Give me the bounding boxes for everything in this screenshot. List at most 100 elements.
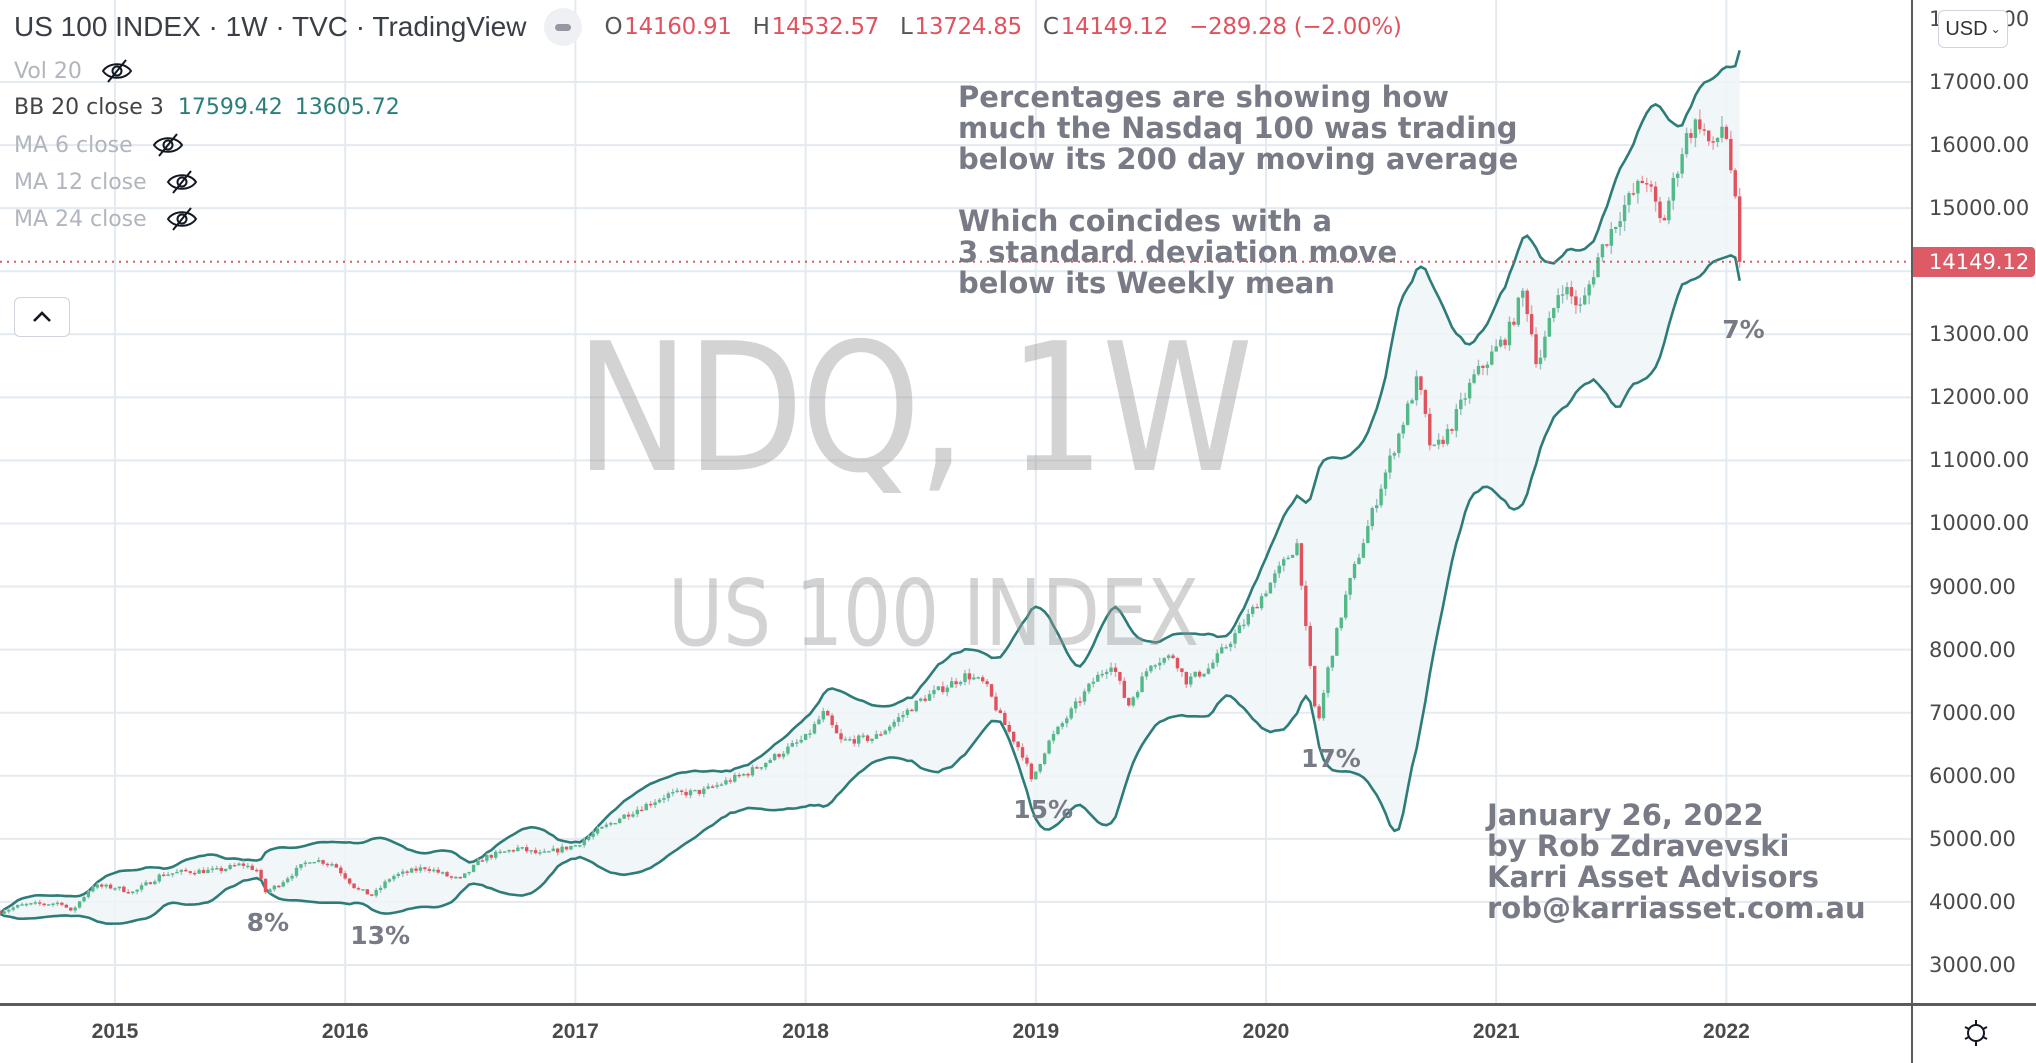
candle [0,908,2,915]
candle-body [1335,628,1339,656]
candle-body [617,818,622,824]
indicator-label: BB 20 close 3 [14,95,164,120]
candle-body [648,803,653,806]
candle-body [157,874,161,882]
candle [46,903,51,906]
candle [2,909,7,916]
candle-body [1180,668,1184,672]
candle-body [936,686,941,690]
candle [1193,671,1197,678]
candle-body [927,694,932,701]
candle [153,879,157,885]
eye-hidden-icon[interactable] [151,132,185,158]
indicator-row[interactable]: Vol 20 [14,58,134,84]
hide-series-button[interactable] [544,8,583,46]
candle [299,864,303,871]
eye-hidden-icon[interactable] [165,206,199,232]
symbol-title[interactable]: US 100 INDEX · 1W · TVC · TradingView [14,11,527,42]
price-axis[interactable]: 3000.00 4000.00 5000.00 6000.00 7000.00 8000.… [1911,0,2036,1003]
candle-body [494,851,498,858]
candle-body [1193,671,1197,677]
candle [498,849,502,855]
candle [471,864,476,873]
candle-body [874,734,879,739]
candle-body [312,862,316,864]
candle-body [706,786,710,789]
candle [1113,663,1118,677]
candle [976,676,980,680]
candle [188,870,192,875]
candle-body [427,869,432,871]
candle [1397,432,1401,458]
candle [1662,214,1667,221]
candle [1715,137,1720,148]
eye-hidden-icon[interactable] [100,58,134,84]
candle-body [246,865,250,868]
currency-button[interactable]: USD ⌄ [1938,10,2008,48]
candle [409,867,414,873]
eye-hidden-icon[interactable] [165,169,199,195]
price-tick-label: 6000.00 [1929,763,2016,788]
candle-body [1552,308,1556,318]
time-axis[interactable]: 2015 2016 2017 2018 2019 2020 2021 2022 [0,1003,1911,1063]
candle-body [1649,184,1653,187]
candle-body [1631,193,1636,195]
percentage-annotation: 17% [1300,744,1361,774]
candle [480,858,485,862]
candle-body [1259,596,1264,609]
candle-body [1397,433,1401,454]
candle-body [1693,119,1698,138]
candle-body [1525,290,1529,315]
candle [1649,180,1653,193]
candle [954,678,958,689]
indicator-label: Vol 20 [14,58,82,84]
candle [179,869,184,875]
candle [1498,336,1503,348]
candle [1166,653,1171,661]
gear-icon[interactable] [1961,1018,1991,1048]
candle [64,903,69,909]
candle-body [268,889,272,893]
candle [684,788,688,798]
candle-body [339,867,343,874]
candle-body [1569,287,1574,297]
collapse-legend-button[interactable] [14,297,70,337]
candle [1206,663,1211,675]
indicator-row[interactable]: MA 6 close [14,132,185,158]
candle [733,772,737,783]
indicator-row[interactable]: MA 24 close [14,206,199,232]
candle-body [737,774,741,777]
candle-body [1025,757,1029,764]
candlesticks [0,109,1742,916]
candle [1158,657,1162,671]
candle-body [1463,398,1467,400]
candle [604,822,609,829]
candle [259,868,263,880]
candle [547,850,551,853]
price-chart[interactable] [0,0,1911,1003]
candle [710,784,715,789]
candle [799,735,803,744]
candle [1140,672,1144,693]
candle [1653,181,1658,212]
candle [1034,771,1038,780]
candle-body [1379,488,1383,506]
candle [1423,389,1428,418]
indicator-row[interactable]: MA 12 close [14,169,199,195]
candle-body [281,882,285,887]
candle [1096,671,1100,682]
candle-body [1428,413,1432,446]
candle [1689,128,1693,144]
candle-body [772,754,777,761]
candle-body [144,882,148,886]
candle-body [790,743,795,747]
candle-body [1432,444,1436,447]
candle [175,869,179,874]
candle [1605,243,1609,248]
candle-body [1733,170,1737,197]
candle [786,743,790,756]
candle-body [1158,662,1162,666]
indicator-row[interactable]: BB 20 close 3 17599.42 13605.72 [14,95,412,120]
bollinger-band-fill [0,50,1740,924]
candle [1127,697,1131,707]
